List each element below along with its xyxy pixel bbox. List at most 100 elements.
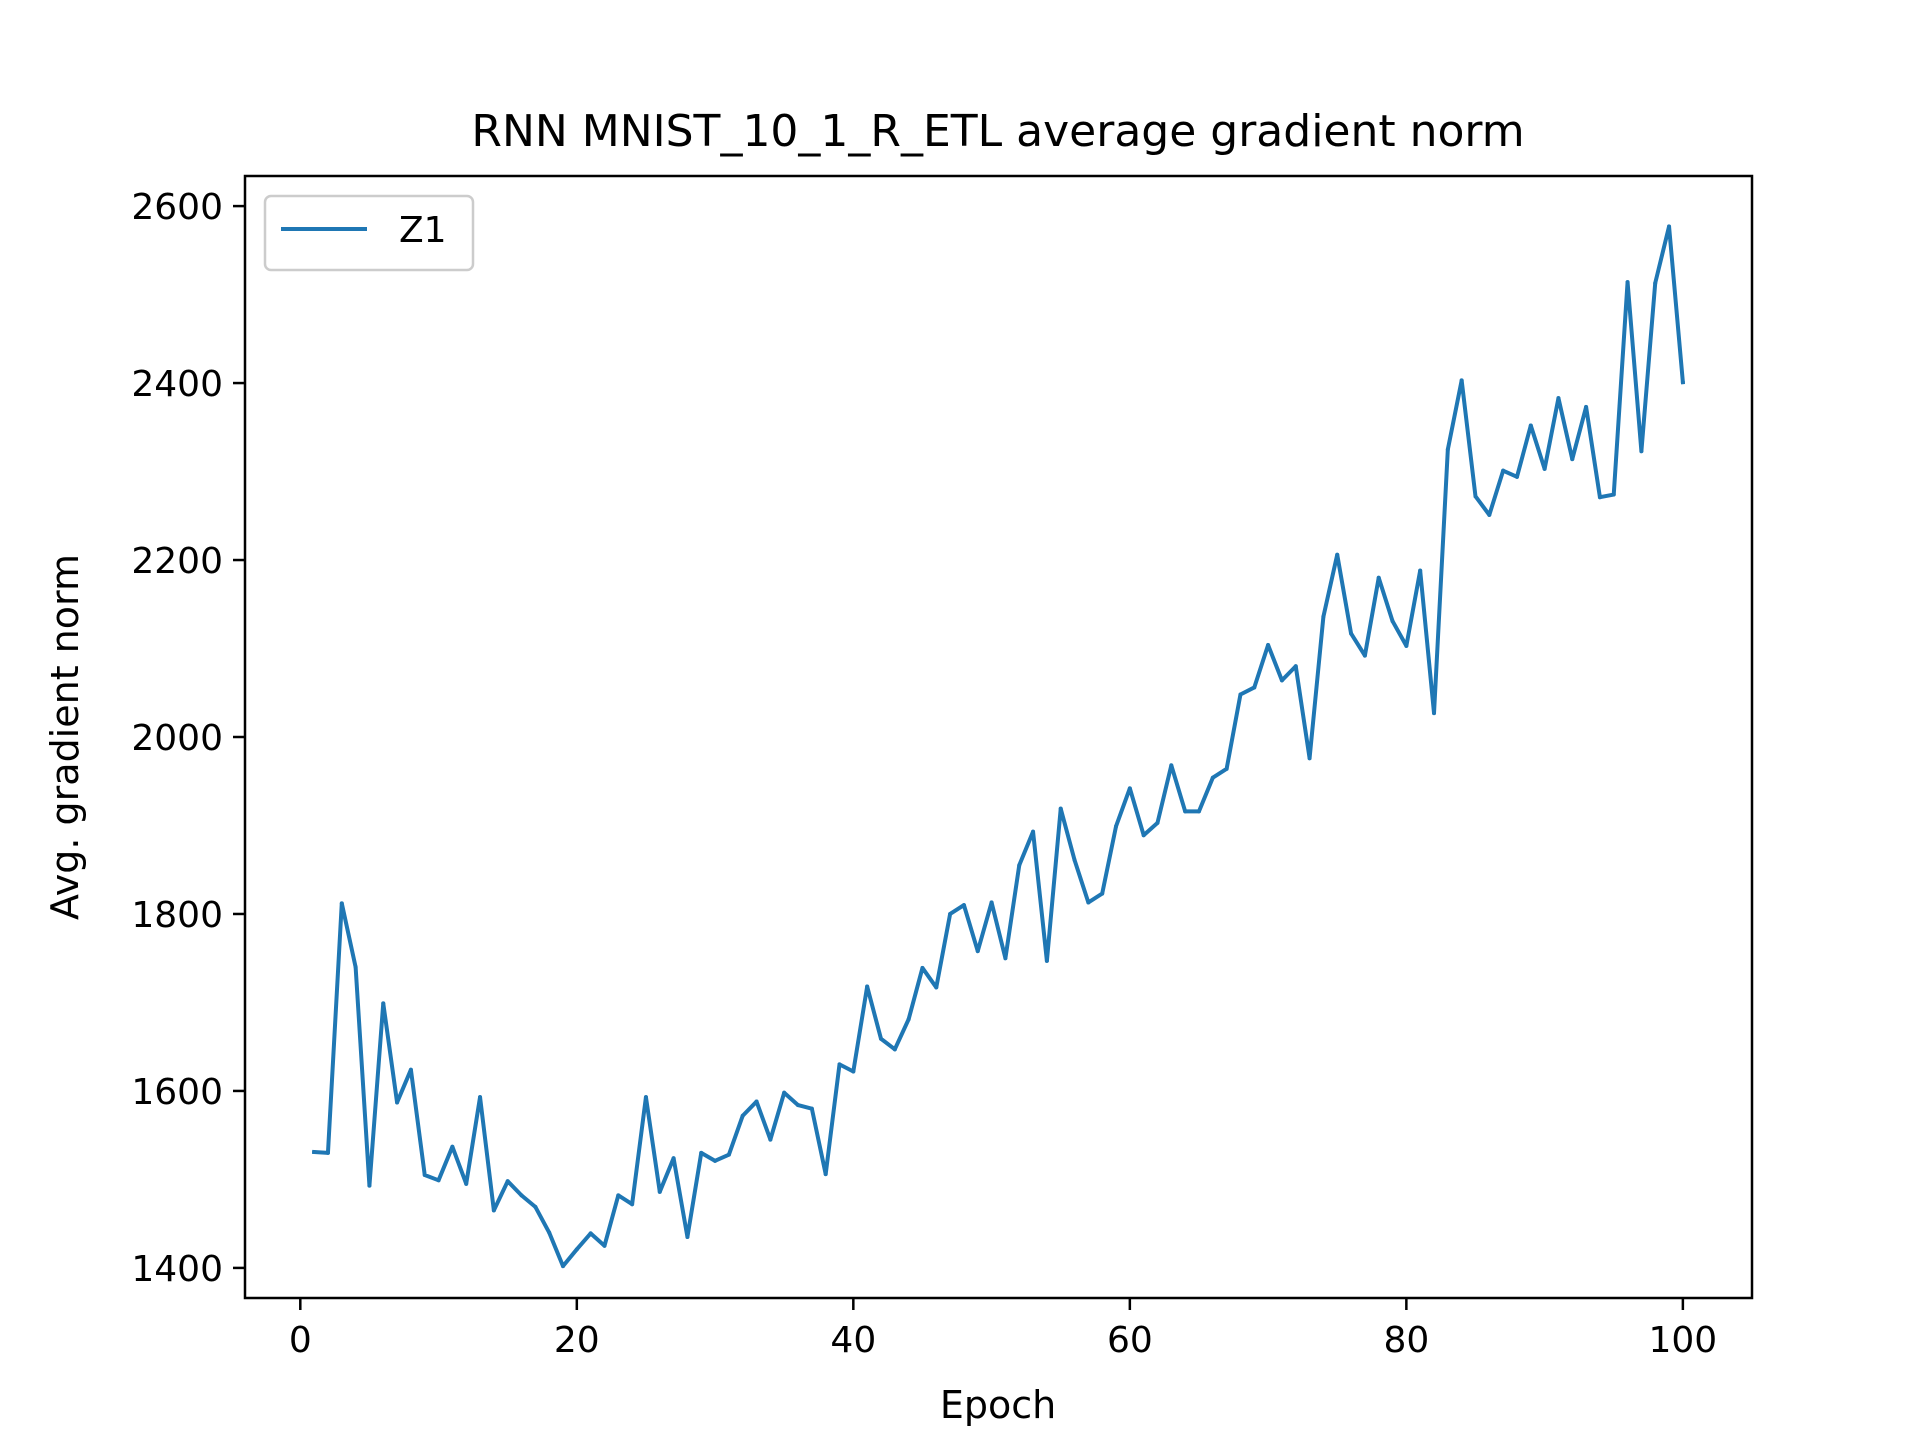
y-axis-ticks: 1400 1600 1800 2000 2200 2400 2600 xyxy=(131,187,245,1290)
data-point xyxy=(533,1204,538,1209)
data-point xyxy=(1086,900,1091,905)
data-point xyxy=(450,1144,455,1149)
data-point xyxy=(1653,281,1658,286)
data-point xyxy=(1155,820,1160,825)
y-tick-label: 1600 xyxy=(131,1072,223,1113)
data-point xyxy=(312,1150,317,1154)
data-point xyxy=(1058,806,1063,811)
data-point xyxy=(948,911,953,916)
data-point xyxy=(1528,423,1533,428)
data-point xyxy=(1266,642,1271,647)
data-point xyxy=(1238,692,1243,697)
data-point xyxy=(1445,447,1450,452)
data-point xyxy=(1404,643,1409,648)
data-point xyxy=(1459,378,1464,383)
data-point xyxy=(754,1099,759,1104)
data-point xyxy=(920,965,925,970)
x-tick-label: 80 xyxy=(1383,1320,1429,1361)
data-point xyxy=(1293,664,1298,669)
data-point xyxy=(630,1202,635,1207)
data-point xyxy=(934,985,939,990)
data-point xyxy=(602,1243,607,1248)
data-point xyxy=(1432,711,1437,716)
legend-label-z1: Z1 xyxy=(399,210,447,251)
x-axis-label: Epoch xyxy=(940,1383,1056,1427)
data-point xyxy=(1169,763,1174,768)
data-point xyxy=(574,1247,579,1252)
data-point xyxy=(1501,468,1506,473)
data-point xyxy=(464,1181,469,1186)
y-tick-label: 1400 xyxy=(131,1249,223,1290)
data-point xyxy=(1017,863,1022,868)
data-point xyxy=(851,1069,856,1074)
y-tick-label: 2200 xyxy=(131,541,223,582)
y-tick-label: 2600 xyxy=(131,187,223,228)
data-point xyxy=(1321,614,1326,619)
y-axis-label: Avg. gradient norm xyxy=(43,554,87,920)
data-point xyxy=(740,1113,745,1118)
data-point xyxy=(519,1193,524,1198)
data-point xyxy=(961,903,966,908)
data-point xyxy=(1362,653,1367,658)
data-point xyxy=(906,1017,911,1022)
data-point xyxy=(1390,619,1395,624)
data-point xyxy=(1114,824,1119,829)
data-point xyxy=(878,1036,883,1041)
data-point xyxy=(685,1234,690,1239)
data-point xyxy=(713,1158,718,1163)
data-point xyxy=(1196,809,1201,814)
data-point xyxy=(560,1264,565,1269)
x-tick-label: 40 xyxy=(830,1320,876,1361)
series-line-z1 xyxy=(312,224,1686,1269)
data-point xyxy=(1307,756,1312,761)
data-point xyxy=(796,1103,801,1108)
data-point xyxy=(1224,766,1229,771)
data-point xyxy=(1418,568,1423,573)
data-point xyxy=(1100,891,1105,896)
data-point xyxy=(989,900,994,905)
data-point xyxy=(505,1179,510,1184)
data-point xyxy=(1335,552,1340,557)
series-points xyxy=(312,224,1685,1269)
y-tick-label: 2400 xyxy=(131,364,223,405)
data-point xyxy=(1210,775,1215,780)
data-point xyxy=(1556,396,1561,401)
data-point xyxy=(1570,457,1575,462)
data-point xyxy=(325,1150,330,1155)
data-point xyxy=(782,1090,787,1095)
data-point xyxy=(657,1189,662,1194)
data-point xyxy=(823,1172,828,1177)
data-point xyxy=(768,1137,773,1142)
data-point xyxy=(491,1208,496,1213)
data-point xyxy=(1639,449,1644,454)
data-point xyxy=(837,1062,842,1067)
data-point xyxy=(381,1001,386,1006)
data-point xyxy=(1044,958,1049,963)
x-tick-label: 20 xyxy=(554,1320,600,1361)
x-axis-ticks: 0 20 40 60 80 100 xyxy=(289,1298,1717,1361)
data-point xyxy=(1487,512,1492,517)
data-point xyxy=(367,1183,372,1188)
plot-area xyxy=(312,224,1686,1269)
data-point xyxy=(1514,474,1519,479)
data-point xyxy=(1625,280,1630,285)
y-tick-label: 1800 xyxy=(131,895,223,936)
data-point xyxy=(1680,380,1685,385)
data-point xyxy=(671,1156,676,1161)
data-point xyxy=(1473,494,1478,499)
data-point xyxy=(892,1047,897,1052)
plot-frame xyxy=(243,174,1754,1300)
y-tick-label: 2000 xyxy=(131,718,223,759)
data-point xyxy=(339,901,344,906)
data-point xyxy=(1597,495,1602,500)
chart-title: RNN MNIST_10_1_R_ETL average gradient no… xyxy=(471,106,1524,157)
legend: Z1 xyxy=(263,194,475,272)
data-point xyxy=(422,1173,427,1177)
data-point xyxy=(975,949,980,954)
data-point xyxy=(395,1100,400,1105)
data-point xyxy=(1376,575,1381,580)
data-point xyxy=(353,965,358,970)
data-point xyxy=(809,1106,814,1111)
data-point xyxy=(616,1193,621,1198)
